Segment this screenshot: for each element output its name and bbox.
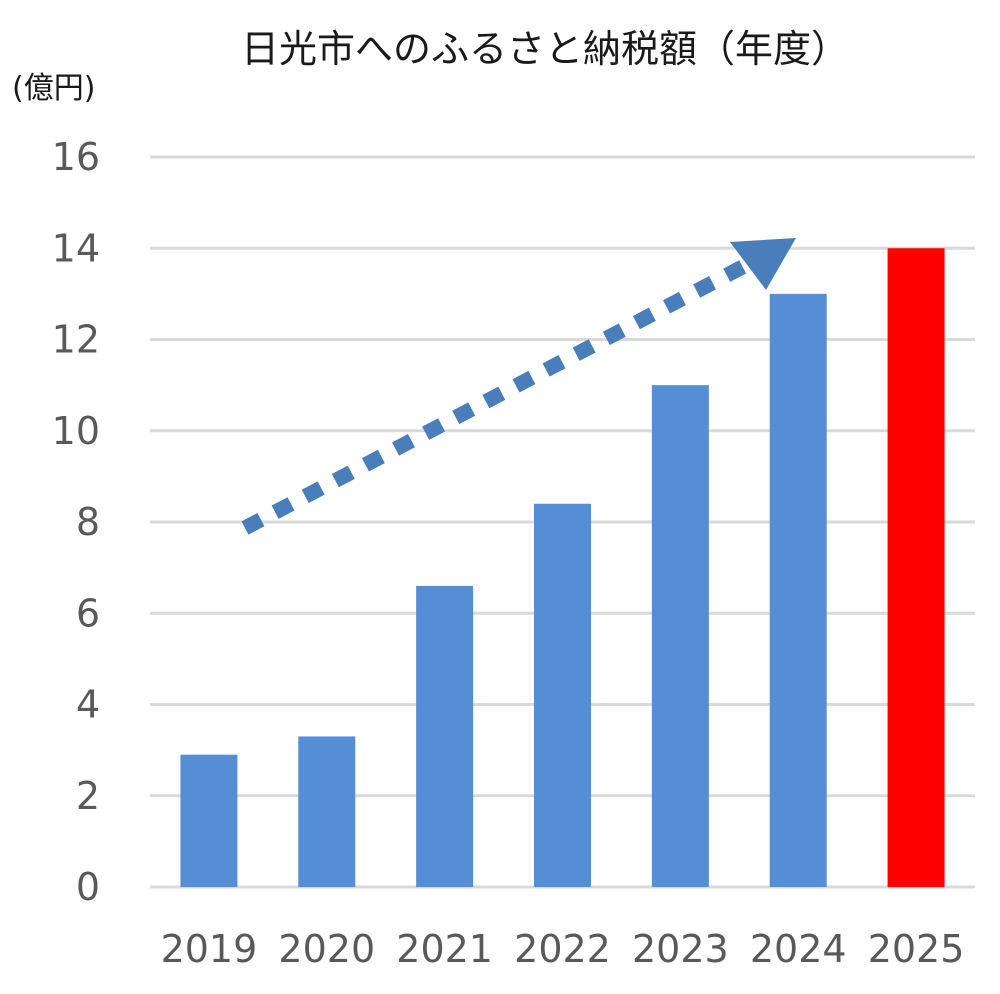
chart-title: 日光市へのふるさと納税額（年度） [241,27,849,71]
bar-2021 [416,585,474,887]
y-axis-unit-label: (億円) [12,71,95,106]
x-tick-label: 2020 [278,927,375,971]
x-tick-label: 2019 [161,927,258,971]
x-axis-ticks: 2019 2020 2021 2022 2023 2024 2025 [161,927,965,971]
bar-2023 [651,385,709,887]
bar-2024 [769,293,827,887]
y-tick-label: 4 [76,683,100,727]
y-tick-label: 16 [52,135,100,179]
y-tick-label: 0 [76,865,100,909]
bar-2022 [534,503,591,887]
x-tick-label: 2025 [868,927,965,971]
y-axis-ticks: 0 2 4 6 8 10 12 14 16 [52,135,100,909]
bar-2020 [298,736,356,887]
y-tick-label: 8 [76,500,100,544]
y-tick-label: 6 [76,591,100,635]
trend-arrow-line [241,255,756,535]
bars [180,248,945,887]
bar-2019 [180,754,238,887]
y-tick-label: 10 [52,409,100,453]
x-tick-label: 2023 [632,927,729,971]
x-tick-label: 2021 [396,927,493,971]
y-tick-label: 12 [52,318,100,362]
x-tick-label: 2022 [514,927,611,971]
y-tick-label: 2 [76,774,100,818]
trend-arrow [241,238,796,535]
y-tick-label: 14 [52,226,100,270]
trend-arrow-head-icon [730,238,796,290]
bar-2025 [887,248,945,887]
x-tick-label: 2024 [750,927,847,971]
